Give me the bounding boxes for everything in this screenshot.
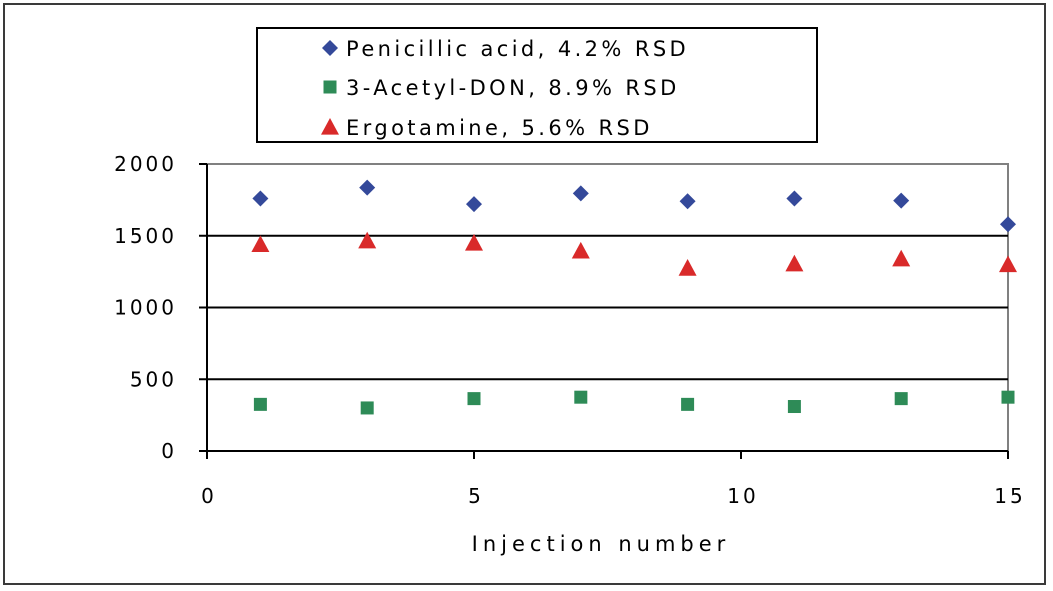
diamond-point (466, 196, 482, 213)
y-tick-label: 1500 (114, 224, 177, 248)
x-tick-label: 15 (994, 484, 1025, 508)
diamond-point (359, 179, 376, 196)
triangle-point (358, 231, 377, 249)
x-tick-label: 0 (201, 484, 217, 508)
square-point (787, 400, 801, 414)
square-point (467, 392, 481, 406)
diamond-point (786, 190, 803, 207)
x-tick-label: 5 (468, 484, 484, 508)
y-tick-labels: 0 500 1000 1500 2000 (114, 152, 207, 463)
triangle-point (785, 254, 804, 272)
x-axis-title: Injection number (472, 532, 731, 556)
diamond-point (893, 192, 910, 209)
series-diamond (252, 179, 1016, 233)
legend-label: 3-Acetyl-DON, 8.9% RSD (346, 76, 680, 100)
square-point (681, 397, 695, 411)
triangle-point (999, 255, 1017, 273)
y-tick-label: 0 (161, 439, 177, 463)
series-triangle (251, 231, 1017, 276)
legend-triangle-marker (321, 118, 339, 135)
diamond-point (252, 190, 269, 207)
y-tick-label: 1000 (114, 296, 177, 320)
y-tick-label: 500 (130, 367, 177, 391)
triangle-point (465, 233, 483, 251)
square-point (360, 401, 374, 415)
axes (199, 164, 1008, 459)
triangle-point (892, 249, 911, 267)
square-point (1001, 390, 1015, 404)
legend: Penicillic acid, 4.2% RSD 3-Acetyl-DON, 8… (256, 27, 818, 143)
square-point (253, 397, 267, 411)
triangle-point (251, 235, 270, 253)
diamond-point (572, 185, 589, 202)
legend-box (256, 27, 818, 143)
series-square (253, 390, 1015, 415)
square-point (574, 390, 588, 404)
data-points (251, 179, 1017, 415)
diamond-point (679, 193, 696, 210)
triangle-point (571, 241, 590, 259)
x-tick-label: 10 (727, 484, 758, 508)
legend-label: Ergotamine, 5.6% RSD (346, 116, 653, 140)
diamond-point (1000, 216, 1016, 233)
legend-label: Penicillic acid, 4.2% RSD (346, 37, 689, 61)
triangle-point (678, 259, 697, 276)
y-tick-label: 2000 (114, 152, 177, 176)
gridlines (207, 234, 1008, 381)
square-point (894, 392, 908, 406)
legend-square-marker (323, 80, 337, 94)
legend-diamond-marker (322, 40, 338, 56)
x-tick-labels: 0 5 10 15 (201, 451, 1025, 508)
